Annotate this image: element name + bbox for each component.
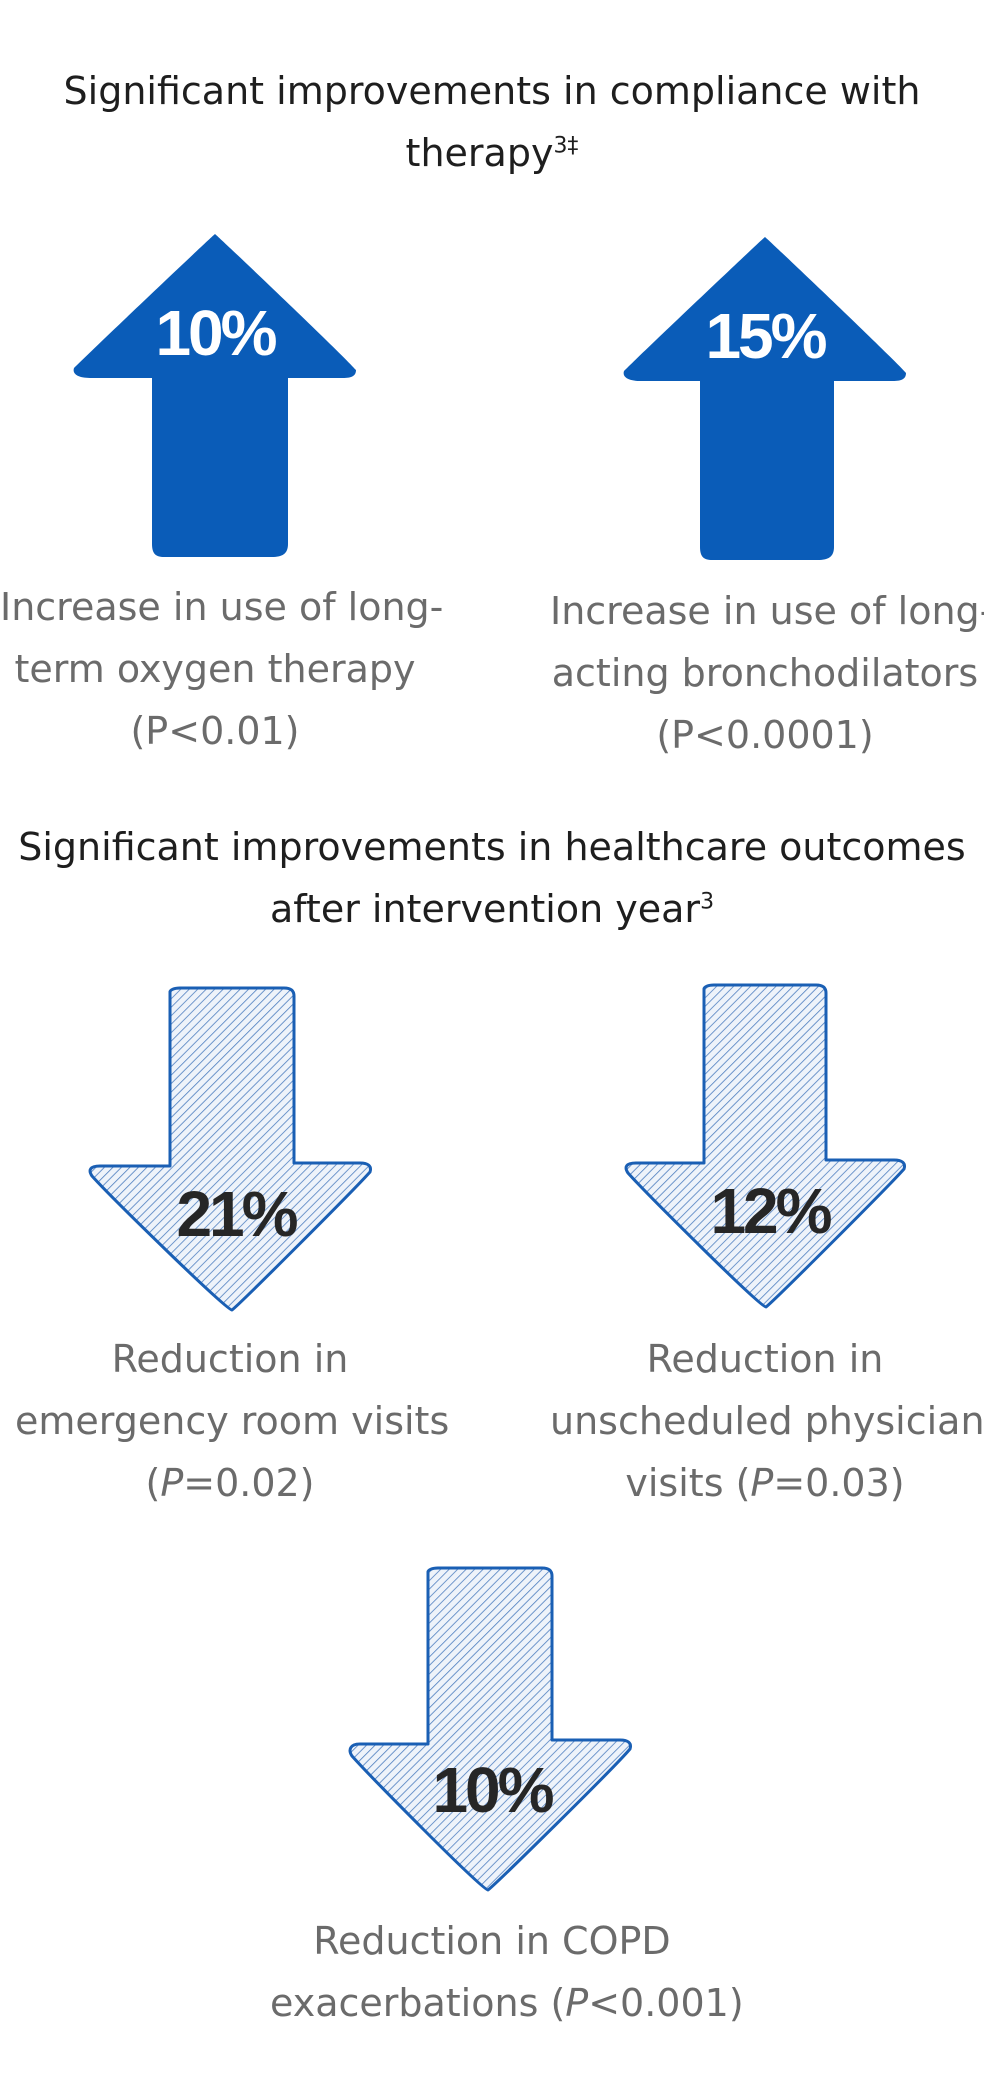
caption-copd-exacerbations: Reduction in COPD exacerbations (P<0.001… — [270, 1919, 744, 2025]
compliance-heading-line1: Significant improvements in compliance w… — [63, 69, 921, 113]
up-arrow-value-label: 10% — [155, 297, 276, 369]
compliance-heading-superscript: 3‡ — [553, 133, 579, 159]
down-arrow-physician-visits: 12% — [624, 983, 906, 1309]
outcomes-heading-line2: after intervention year — [269, 887, 701, 931]
compliance-heading: Significant improvements in compliance w… — [0, 60, 984, 184]
compliance-heading-line2: therapy — [405, 131, 554, 175]
down-arrow-shape — [624, 983, 906, 1309]
up-arrow-oxygen-therapy: 10% — [73, 234, 356, 557]
caption-emergency-room: Reduction in emergency room visits (P=0.… — [15, 1337, 450, 1505]
caption-bronchodilators: Increase in use of long- acting bronchod… — [550, 589, 984, 757]
down-arrow-value-label: 10% — [432, 1754, 553, 1826]
outcomes-heading: Significant improvements in healthcare o… — [0, 816, 984, 940]
up-arrow-bronchodilators: 15% — [623, 237, 906, 560]
down-arrow-shape — [88, 986, 372, 1312]
outcomes-heading-superscript: 3 — [700, 889, 715, 915]
outcomes-heading-line1: Significant improvements in healthcare o… — [18, 825, 966, 869]
down-arrow-value-label: 21% — [176, 1178, 297, 1250]
down-arrow-shape — [348, 1566, 632, 1892]
up-arrow-shape — [73, 234, 356, 557]
up-arrow-shape — [623, 237, 906, 560]
down-arrow-value-label: 12% — [710, 1175, 831, 1247]
up-arrow-value-label: 15% — [705, 300, 826, 372]
down-arrow-copd-exacerbations: 10% — [348, 1566, 632, 1892]
down-arrow-emergency-room: 21% — [88, 986, 372, 1312]
caption-oxygen-therapy: Increase in use of long- term oxygen the… — [0, 585, 444, 753]
caption-physician-visits: Reduction in unscheduled physician visit… — [550, 1337, 984, 1505]
